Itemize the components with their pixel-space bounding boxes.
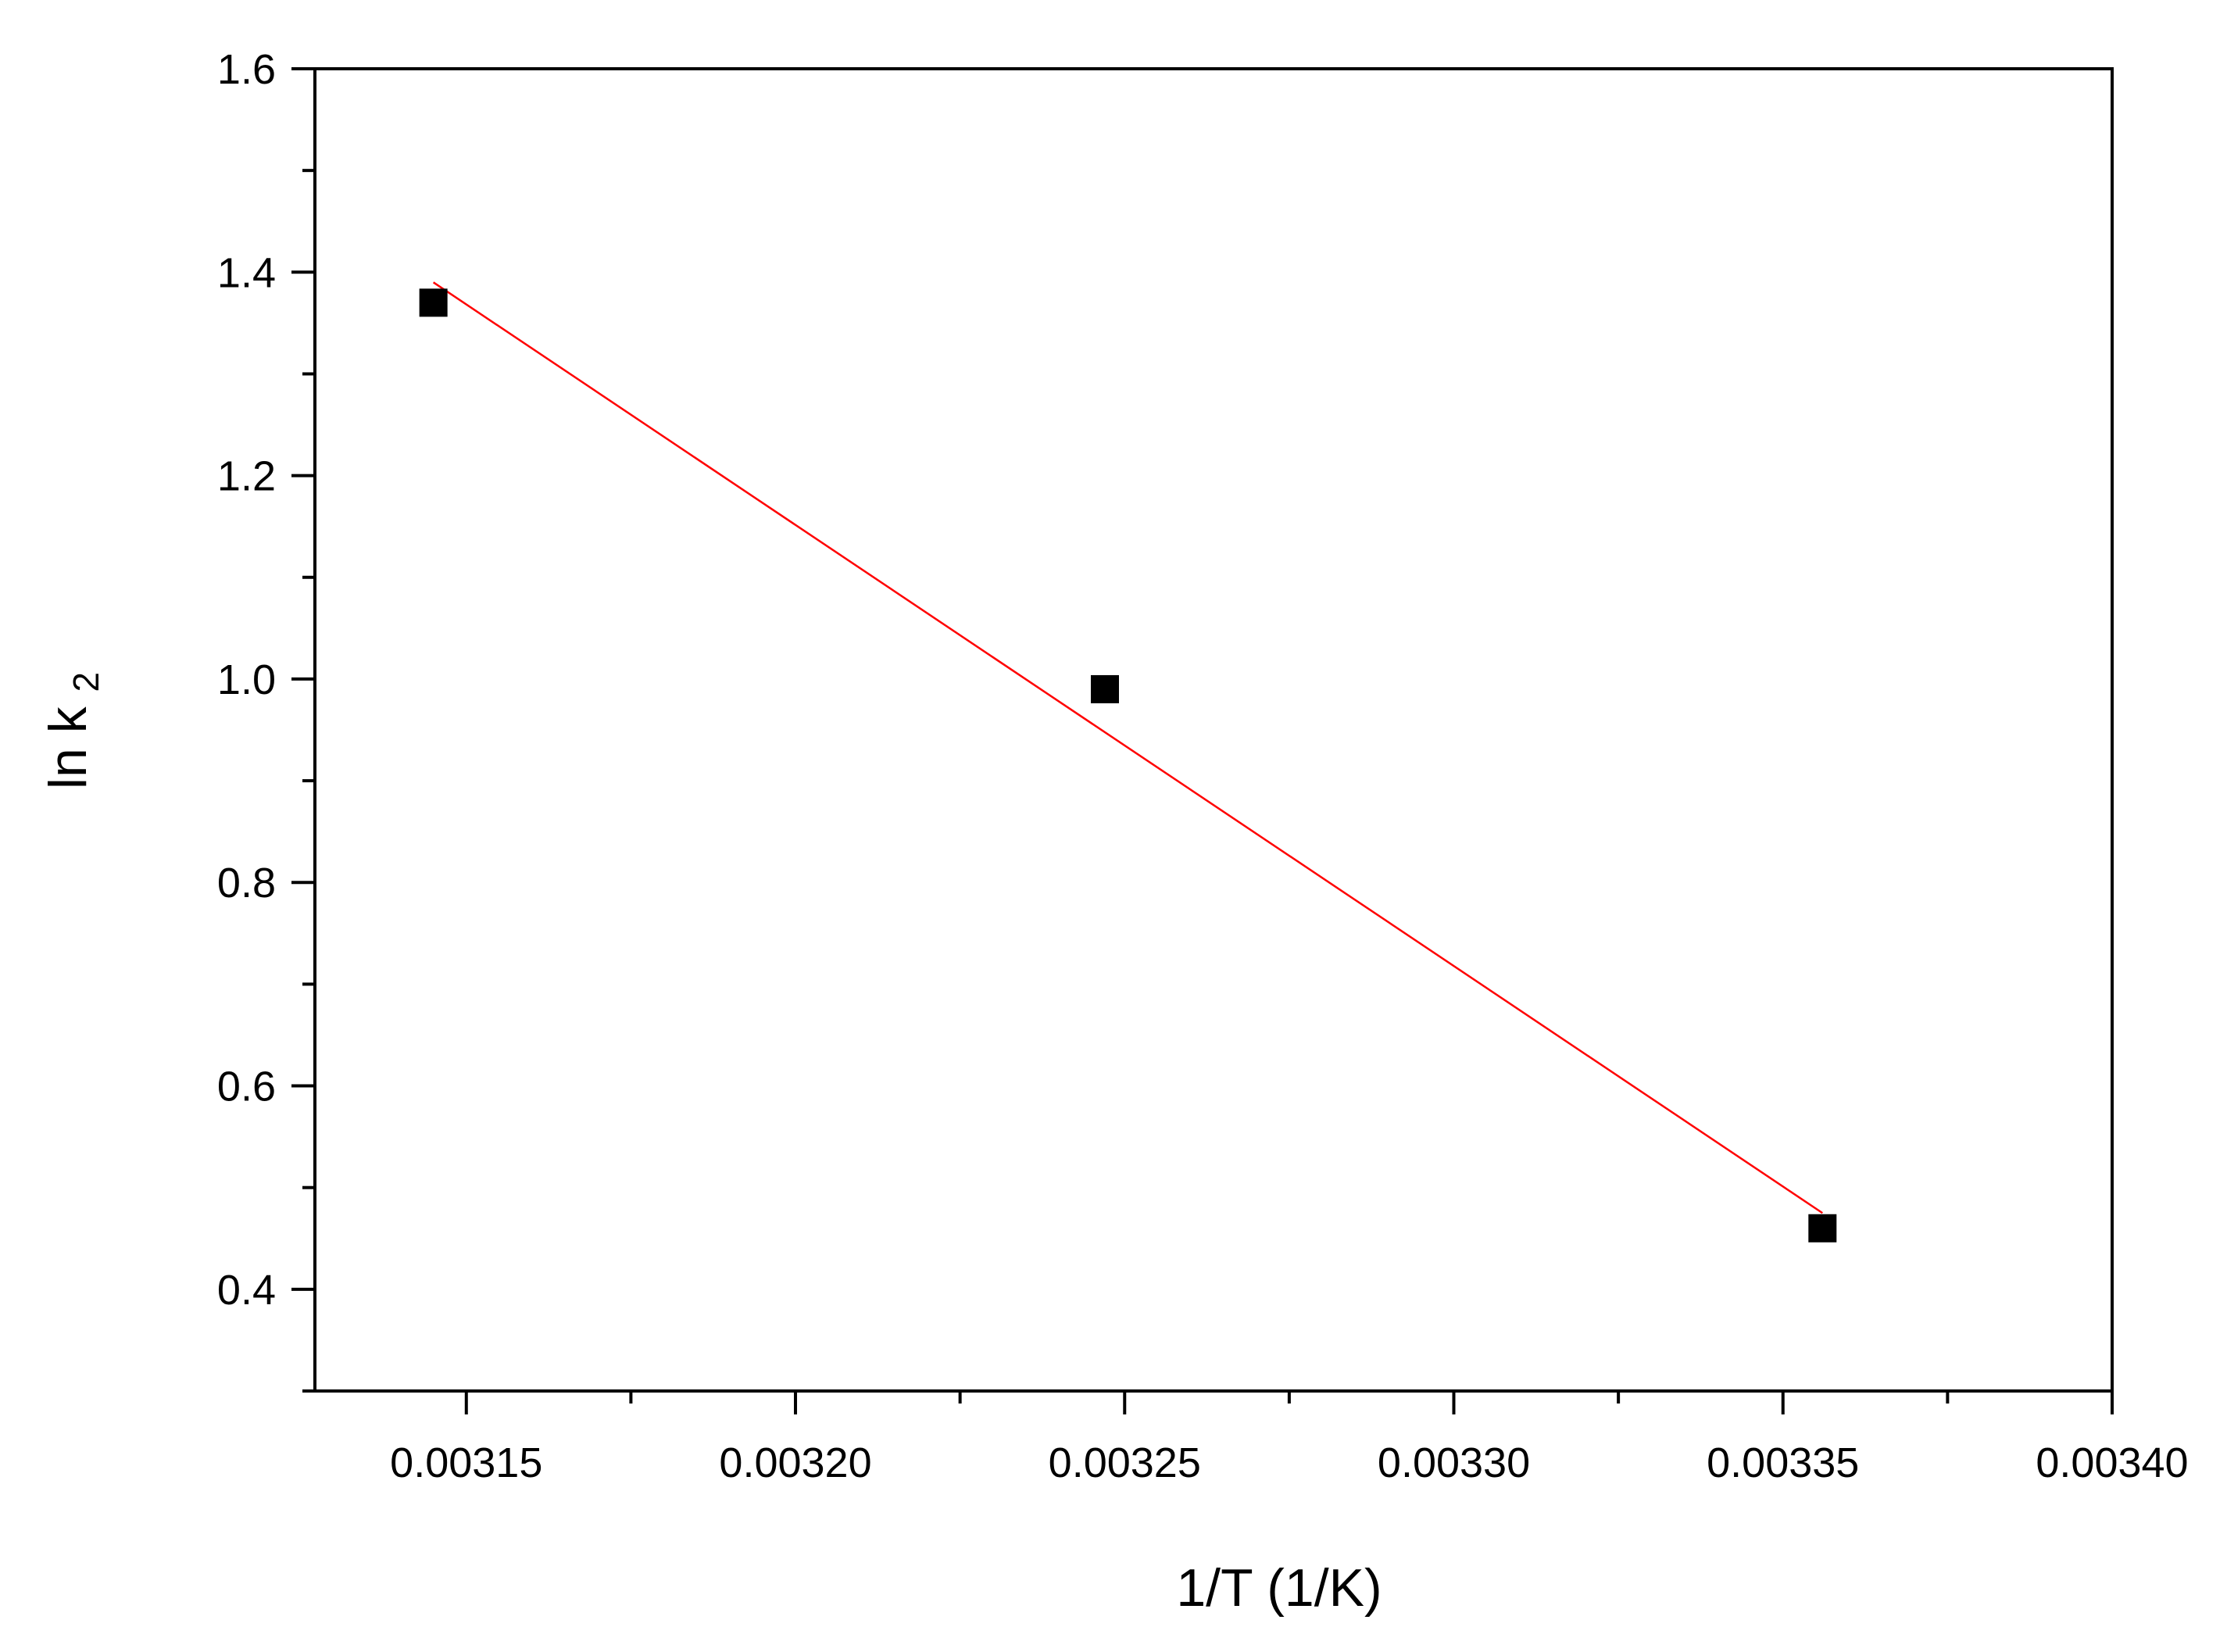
y-axis-title-subscript: 2 [66,672,106,692]
tick-labels: 0.00315 0.00320 0.00325 0.00330 0.00335 0.003… [217,46,2189,1486]
y-tick-label: 1.6 [217,46,276,93]
ticks [291,67,2114,1414]
data-point [1808,1214,1837,1243]
x-tick-label: 0.00325 [1049,1439,1201,1486]
x-tick-label: 0.00315 [390,1439,542,1486]
plot-frame [313,67,2114,1393]
y-axis-title: ln k 2 [38,672,106,789]
axes [313,67,2114,1393]
linear-fit-line [432,281,1823,1214]
x-axis-title: 1/T (1/K) [1176,1558,1382,1618]
y-axis-title-main: ln k [38,706,98,789]
data-point [1090,674,1119,703]
y-tick-label: 1.4 [217,249,276,296]
x-tick-label: 0.00320 [719,1439,871,1486]
y-tick-label: 0.8 [217,860,276,906]
x-tick-label: 0.00335 [1707,1439,1859,1486]
y-tick-label: 0.6 [217,1064,276,1110]
x-tick-label: 0.00330 [1378,1439,1530,1486]
y-tick-label: 1.2 [217,453,276,500]
data-point [419,288,448,317]
y-tick-label: 1.0 [217,656,276,703]
fit-line-layer [432,281,1823,1214]
y-tick-label: 0.4 [217,1267,276,1314]
data-points [419,288,1837,1243]
x-tick-label: 0.00340 [2036,1439,2188,1486]
